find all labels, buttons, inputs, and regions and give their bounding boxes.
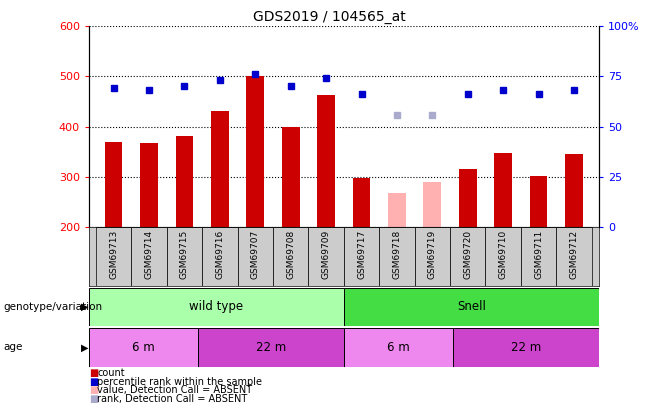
Bar [388,193,406,227]
Text: GSM69717: GSM69717 [357,230,366,279]
Bar [89,288,343,326]
Text: ■: ■ [89,394,98,404]
Text: age: age [3,342,22,352]
Text: GSM69713: GSM69713 [109,230,118,279]
Text: 22 m: 22 m [511,341,541,354]
Text: GDS2019 / 104565_at: GDS2019 / 104565_at [253,10,405,24]
Text: GSM69716: GSM69716 [215,230,224,279]
Bar [282,126,299,227]
Bar [176,136,193,227]
Bar [353,178,370,227]
Text: ■: ■ [89,369,98,378]
Bar [140,143,158,227]
Text: 6 m: 6 m [387,341,410,354]
Text: ■: ■ [89,377,98,387]
Bar [565,154,583,227]
Text: ▶: ▶ [80,302,88,312]
Text: ▶: ▶ [80,342,88,352]
Text: wild type: wild type [190,300,243,313]
Bar [415,227,450,286]
Text: ■: ■ [89,386,98,395]
Text: GSM69709: GSM69709 [322,230,330,279]
Bar [450,227,486,286]
Bar [556,227,592,286]
Bar [132,227,166,286]
Bar [530,176,547,227]
Text: 6 m: 6 m [132,341,155,354]
Bar [453,328,599,367]
Bar [459,169,476,227]
Bar [198,328,343,367]
Text: Snell: Snell [457,300,486,313]
Bar [105,142,122,227]
Bar [343,227,379,286]
Bar [96,227,132,286]
Bar [486,227,521,286]
Bar [521,227,556,286]
Text: 22 m: 22 m [256,341,286,354]
Text: GSM69715: GSM69715 [180,230,189,279]
Text: percentile rank within the sample: percentile rank within the sample [97,377,263,387]
Bar [343,288,599,326]
Text: genotype/variation: genotype/variation [3,302,103,312]
Text: GSM69708: GSM69708 [286,230,295,279]
Bar [246,77,264,227]
Bar [494,153,512,227]
Bar [343,328,453,367]
Text: count: count [97,369,125,378]
Bar [379,227,415,286]
Bar [202,227,238,286]
Text: GSM69718: GSM69718 [392,230,401,279]
Bar [238,227,273,286]
Text: GSM69710: GSM69710 [499,230,508,279]
Bar [166,227,202,286]
Text: GSM69714: GSM69714 [145,230,153,279]
Bar [317,95,335,227]
Text: value, Detection Call = ABSENT: value, Detection Call = ABSENT [97,386,253,395]
Bar [273,227,309,286]
Bar [309,227,343,286]
Text: rank, Detection Call = ABSENT: rank, Detection Call = ABSENT [97,394,247,404]
Text: GSM69720: GSM69720 [463,230,472,279]
Bar [424,182,442,227]
Bar [211,111,229,227]
Text: GSM69711: GSM69711 [534,230,543,279]
Text: GSM69712: GSM69712 [569,230,578,279]
Bar [89,328,198,367]
Text: GSM69707: GSM69707 [251,230,260,279]
Text: GSM69719: GSM69719 [428,230,437,279]
